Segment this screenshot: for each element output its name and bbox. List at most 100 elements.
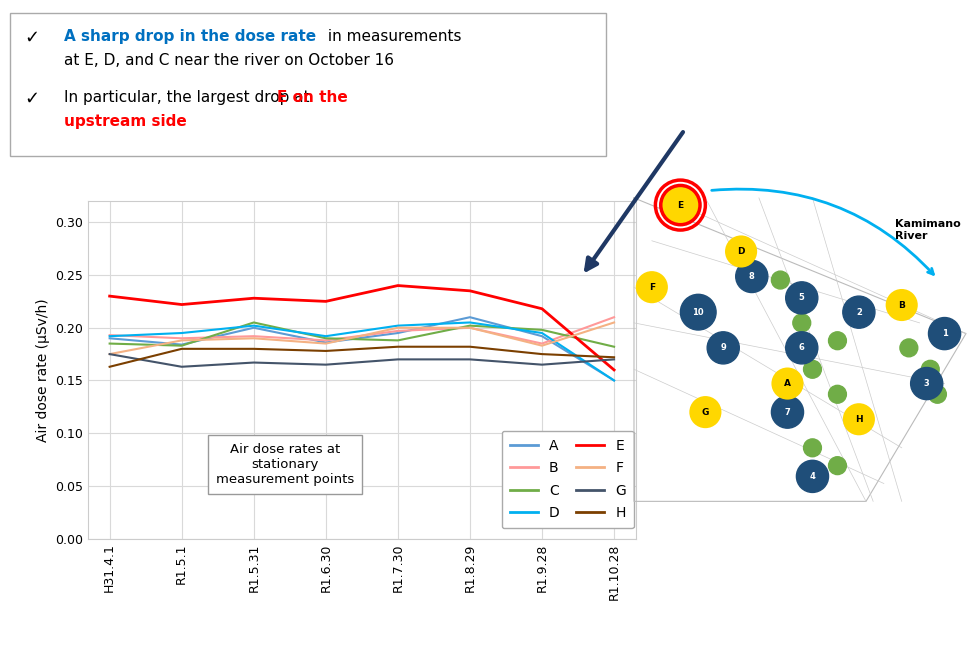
B: [319, 336, 331, 344]
C: [535, 326, 547, 334]
H: [319, 347, 331, 355]
Circle shape: [771, 271, 788, 289]
Circle shape: [899, 339, 916, 357]
Circle shape: [792, 314, 810, 332]
E: [608, 366, 619, 374]
Text: B: B: [897, 300, 905, 310]
G: [535, 361, 547, 369]
E: [392, 282, 404, 289]
C: [104, 339, 115, 347]
Line: B: B: [109, 317, 614, 343]
G: [608, 356, 619, 363]
Circle shape: [635, 271, 667, 303]
Text: H: H: [854, 415, 862, 424]
Y-axis label: Air dose rate (μSv/h): Air dose rate (μSv/h): [35, 298, 50, 442]
A: [535, 332, 547, 340]
Circle shape: [771, 396, 803, 428]
Circle shape: [842, 296, 874, 328]
Text: at E, D, and C near the river on October 16: at E, D, and C near the river on October…: [64, 53, 393, 68]
D: [104, 332, 115, 340]
A: [392, 329, 404, 337]
H: [608, 353, 619, 361]
Line: C: C: [109, 323, 614, 347]
D: [319, 332, 331, 340]
E: [247, 295, 259, 302]
B: [464, 324, 476, 332]
Circle shape: [828, 386, 845, 403]
Text: 4: 4: [809, 472, 815, 481]
C: [392, 336, 404, 344]
Line: A: A: [109, 317, 614, 380]
Line: D: D: [109, 323, 614, 380]
Line: G: G: [109, 354, 614, 367]
F: [104, 350, 115, 358]
G: [176, 363, 188, 371]
H: [392, 343, 404, 350]
Text: 5: 5: [798, 293, 804, 302]
H: [104, 363, 115, 371]
C: [176, 342, 188, 350]
Circle shape: [680, 294, 715, 330]
D: [464, 319, 476, 326]
Circle shape: [803, 360, 821, 378]
D: [535, 329, 547, 337]
Circle shape: [910, 367, 942, 400]
Text: 7: 7: [784, 408, 789, 417]
F: [464, 324, 476, 332]
B: [176, 334, 188, 342]
G: [319, 361, 331, 369]
H: [176, 345, 188, 352]
A: [247, 324, 259, 332]
Line: F: F: [109, 323, 614, 354]
Circle shape: [785, 282, 817, 314]
Text: Air dose rates at
stationary
measurement points: Air dose rates at stationary measurement…: [216, 443, 354, 486]
C: [247, 319, 259, 326]
G: [464, 356, 476, 363]
G: [104, 350, 115, 358]
A: [608, 376, 619, 384]
H: [464, 343, 476, 350]
G: [392, 356, 404, 363]
C: [464, 322, 476, 330]
B: [392, 327, 404, 335]
D: [608, 376, 619, 384]
C: [319, 334, 331, 342]
Text: 3: 3: [923, 379, 928, 388]
F: [247, 334, 259, 342]
Text: D: D: [737, 247, 744, 256]
D: [176, 329, 188, 337]
A: [319, 339, 331, 347]
B: [247, 332, 259, 340]
Circle shape: [795, 460, 828, 493]
Text: F: F: [648, 283, 655, 291]
F: [608, 319, 619, 326]
F: [176, 336, 188, 344]
Text: In particular, the largest drop at: In particular, the largest drop at: [64, 90, 314, 104]
Circle shape: [689, 396, 721, 428]
Circle shape: [927, 317, 959, 350]
Circle shape: [828, 457, 845, 474]
Text: A sharp drop in the dose rate: A sharp drop in the dose rate: [64, 29, 316, 44]
Text: A: A: [784, 379, 790, 388]
F: [392, 324, 404, 332]
H: [535, 350, 547, 358]
Text: 1: 1: [941, 329, 947, 338]
C: [608, 343, 619, 350]
E: [464, 287, 476, 295]
Text: Kamimano
River: Kamimano River: [894, 219, 959, 241]
H: [247, 345, 259, 352]
Circle shape: [842, 403, 874, 435]
Circle shape: [660, 186, 700, 225]
Circle shape: [735, 260, 767, 293]
Text: G: G: [701, 408, 708, 417]
Circle shape: [771, 367, 803, 400]
D: [247, 322, 259, 330]
Text: 10: 10: [692, 308, 703, 317]
A: [464, 313, 476, 321]
Circle shape: [706, 332, 739, 364]
Line: H: H: [109, 347, 614, 367]
Line: E: E: [109, 286, 614, 370]
B: [608, 313, 619, 321]
F: [535, 342, 547, 350]
Text: E: E: [677, 201, 683, 210]
